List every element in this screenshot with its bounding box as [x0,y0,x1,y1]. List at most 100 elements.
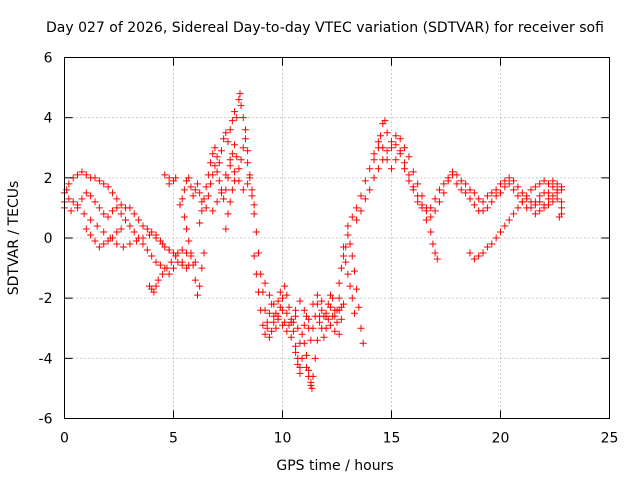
data-point [270,300,278,308]
data-point [320,333,328,341]
data-point [366,186,374,194]
data-point [163,264,171,272]
data-point [113,240,121,248]
data-point [259,321,267,329]
y-tick-label: -2 [39,291,53,307]
data-point [211,144,219,152]
data-point [231,177,239,185]
data-point [167,258,175,266]
data-point [265,309,273,317]
data-point [353,285,361,293]
data-point [553,189,561,197]
data-point [69,198,77,206]
data-point [283,309,291,317]
data-point [91,174,99,182]
data-point [335,330,343,338]
data-point [488,240,496,248]
data-point [531,210,539,218]
data-point [237,156,245,164]
data-point [514,204,522,212]
data-point [209,171,217,179]
data-point [193,180,201,188]
data-point [470,201,478,209]
data-point [207,180,215,188]
data-point [244,147,252,155]
data-point [213,153,221,161]
data-point [263,318,271,326]
data-point [340,252,348,260]
data-point [200,249,208,257]
data-point [326,291,334,299]
data-point [185,237,193,245]
x-tick-label: 10 [274,431,292,447]
data-point [65,180,73,188]
data-point [176,201,184,209]
data-point [261,279,269,287]
data-point [222,186,230,194]
data-point [555,213,563,221]
data-point [457,177,465,185]
data-point [479,207,487,215]
data-point [309,300,317,308]
data-points [61,90,566,392]
data-point [302,351,310,359]
data-point [226,162,234,170]
data-point [318,324,326,332]
axis-ticks [64,57,610,419]
data-point [483,243,491,251]
data-point [501,177,509,185]
data-point [248,192,256,200]
y-tick-label: -4 [39,351,53,367]
data-point [383,147,391,155]
data-point [483,192,491,200]
data-point [501,183,509,191]
x-tick-label: 20 [492,431,510,447]
data-point [344,270,352,278]
data-point [172,174,180,182]
data-point [340,243,348,251]
data-point [283,291,291,299]
data-point [187,183,195,191]
data-point [479,249,487,257]
data-point [198,207,206,215]
data-point [191,276,199,284]
data-point [300,306,308,314]
data-point [215,177,223,185]
data-point [311,354,319,362]
data-point [309,324,317,332]
data-point [244,159,252,167]
data-point [518,198,526,206]
data-point [296,363,304,371]
data-point [143,225,151,233]
data-point [233,153,241,161]
data-point [67,207,75,215]
data-point [135,216,143,224]
data-point [165,174,173,182]
data-point [80,210,88,218]
data-point [292,312,300,320]
data-point [265,291,273,299]
data-point [307,381,315,389]
data-point [431,249,439,257]
data-point [427,228,435,236]
data-point [401,144,409,152]
data-point [74,171,82,179]
data-point [300,321,308,329]
data-point [433,255,441,263]
data-point [100,228,108,236]
data-point [274,297,282,305]
y-tick-label: 4 [44,111,53,127]
data-point [241,126,249,134]
data-point [265,333,273,341]
data-point [65,195,73,203]
data-point [427,204,435,212]
data-point [292,348,300,356]
data-point [497,180,504,188]
data-point [523,192,531,200]
data-point [292,342,300,350]
data-point [215,159,223,167]
data-point [453,180,461,188]
data-point [531,201,539,209]
data-point [392,156,400,164]
